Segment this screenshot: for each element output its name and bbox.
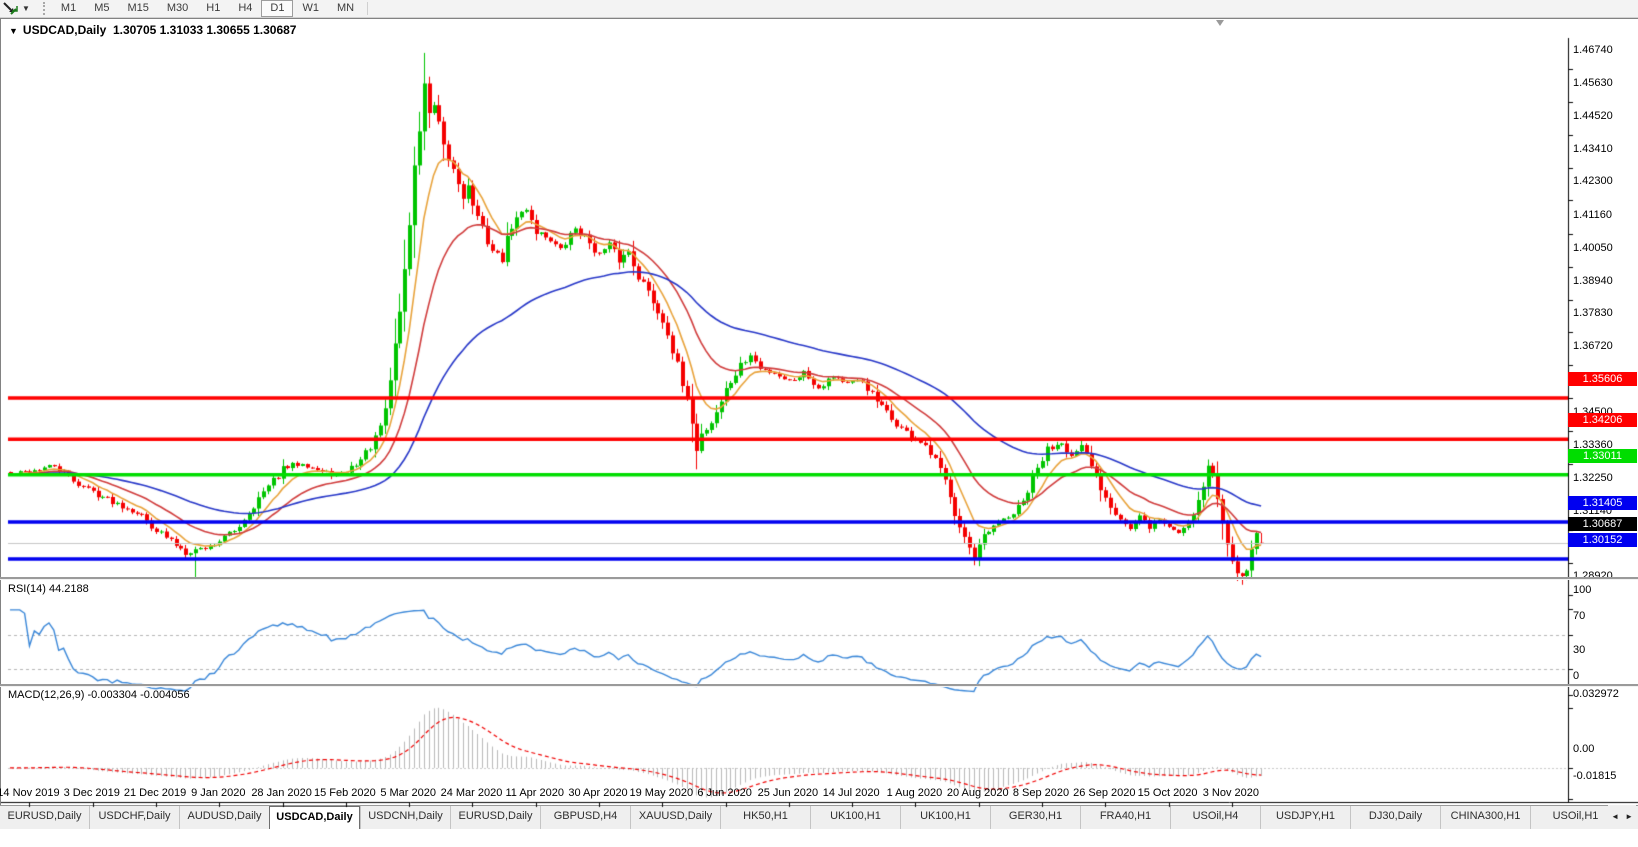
timeframe-button-m15[interactable]: M15 <box>127 2 149 14</box>
price-axis-tick-label: 1.42300 <box>1573 175 1613 188</box>
date-axis-label: 11 Apr 2020 <box>505 787 564 799</box>
date-axis-label: 20 Aug 2020 <box>946 787 1009 799</box>
macd-pane-separator[interactable] <box>0 684 1638 687</box>
date-axis-label: 9 Jan 2020 <box>191 787 246 799</box>
chart-window <box>0 18 1638 847</box>
date-axis-label: 3 Dec 2019 <box>63 787 120 799</box>
macd-scale-bottom-label: -0.01815 <box>1573 770 1617 782</box>
rsi-level-label: 70 <box>1573 609 1586 622</box>
price-axis-tick-label: 1.37830 <box>1573 307 1613 320</box>
price-axis-tick-label: 1.33360 <box>1573 439 1613 452</box>
date-axis-label: 30 Apr 2020 <box>568 787 628 799</box>
timeframe-button-h1[interactable]: H1 <box>206 2 221 14</box>
top-toolbar: ▼ M1 M5 M15 M30 H1 H4 D1 W1 MN <box>0 0 1638 18</box>
rsi-value: 44.2188 <box>48 583 89 595</box>
date-axis-label: 21 Dec 2019 <box>123 787 187 799</box>
macd-scale-zero-label: 0.00 <box>1573 742 1595 755</box>
date-axis-label: 1 Aug 2020 <box>886 787 943 799</box>
timeframe-button-h4[interactable]: H4 <box>238 2 253 14</box>
timeframe-button-w1[interactable]: W1 <box>302 2 319 14</box>
date-axis-label: 5 Mar 2020 <box>380 787 436 799</box>
date-axis-label: 25 Jun 2020 <box>757 787 819 799</box>
price-axis-tick-label: 1.36720 <box>1573 340 1613 353</box>
chevron-down-icon[interactable]: ▼ <box>22 4 30 13</box>
tab-scroll-arrows: ◄ ► <box>1608 805 1636 828</box>
chart-shift-marker[interactable] <box>1216 20 1224 26</box>
date-axis-label: 14 Nov 2019 <box>0 787 60 799</box>
date-axis-label: 28 Jan 2020 <box>251 787 312 799</box>
price-line-badge: 1.34206 <box>1568 413 1637 428</box>
rsi-indicator-label: RSI(14) 44.2188 <box>8 583 89 595</box>
date-axis-label: 14 Jul 2020 <box>822 787 880 799</box>
macd-name: MACD(12,26,9) <box>8 689 85 701</box>
chart-title: ▼ USDCAD,Daily 1.30705 1.31033 1.30655 1.… <box>9 23 296 37</box>
rsi-level-label: 0 <box>1573 670 1580 682</box>
price-axis-tick-label: 1.40050 <box>1573 241 1613 254</box>
rsi-level-label: 100 <box>1573 584 1592 596</box>
timeframe-button-d1[interactable]: D1 <box>261 0 294 17</box>
macd-indicator-label: MACD(12,26,9) -0.003304 -0.004056 <box>8 689 190 701</box>
price-axis-tick-label: 1.38940 <box>1573 274 1613 287</box>
price-axis-tick-label: 1.45630 <box>1573 77 1613 90</box>
price-axis-tick-label: 1.43410 <box>1573 142 1613 155</box>
chart-symbol-label: USDCAD,Daily <box>22 23 107 37</box>
timeframe-button-m5[interactable]: M5 <box>94 2 110 14</box>
date-axis-label: 24 Mar 2020 <box>440 787 503 799</box>
timeframe-button-m1[interactable]: M1 <box>60 2 77 14</box>
price-axis-tick-label: 1.44520 <box>1573 109 1613 122</box>
current-price-badge: 1.30687 <box>1568 517 1637 532</box>
price-chart-canvas[interactable] <box>1 19 1638 847</box>
price-line-badge: 1.35606 <box>1568 372 1637 386</box>
timeframe-button-m30[interactable]: M30 <box>166 2 189 14</box>
toolbar-grip[interactable] <box>42 2 45 15</box>
price-axis-tick-label: 1.46740 <box>1573 44 1613 57</box>
price-axis-tick-label: 1.41160 <box>1573 209 1612 222</box>
date-axis-label: 15 Oct 2020 <box>1137 787 1198 799</box>
toolbar-separator <box>367 2 369 15</box>
line-studies-icon[interactable] <box>2 1 20 16</box>
date-axis-label: 19 May 2020 <box>629 787 694 799</box>
price-line-badge: 1.31405 <box>1568 496 1637 511</box>
rsi-level-label: 30 <box>1573 644 1586 657</box>
rsi-name: RSI(14) <box>8 583 46 595</box>
timeframe-toolbar: M1 M5 M15 M30 H1 H4 D1 W1 MN <box>52 0 372 17</box>
tab-scroll-right-icon[interactable]: ► <box>1625 812 1633 821</box>
macd-values: -0.003304 -0.004056 <box>87 689 190 701</box>
macd-scale-top-label: 0.032972 <box>1573 688 1619 700</box>
date-axis-label: 6 Jun 2020 <box>697 787 752 799</box>
rsi-pane-separator[interactable] <box>0 577 1638 580</box>
date-axis-label: 26 Sep 2020 <box>1073 787 1136 799</box>
chart-title-caret-icon[interactable]: ▼ <box>9 26 18 36</box>
price-line-badge: 1.30152 <box>1568 533 1637 548</box>
chart-ohlc-values: 1.30705 1.31033 1.30655 1.30687 <box>112 23 297 37</box>
price-line-badge: 1.33011 <box>1568 448 1637 463</box>
price-axis-tick-label: 1.32250 <box>1573 472 1613 485</box>
timeframe-button-mn[interactable]: MN <box>336 2 355 14</box>
date-axis-label: 15 Feb 2020 <box>314 787 376 799</box>
date-axis-label: 3 Nov 2020 <box>1202 787 1259 799</box>
tab-scroll-left-icon[interactable]: ◄ <box>1611 812 1620 821</box>
date-axis-label: 8 Sep 2020 <box>1012 787 1070 799</box>
